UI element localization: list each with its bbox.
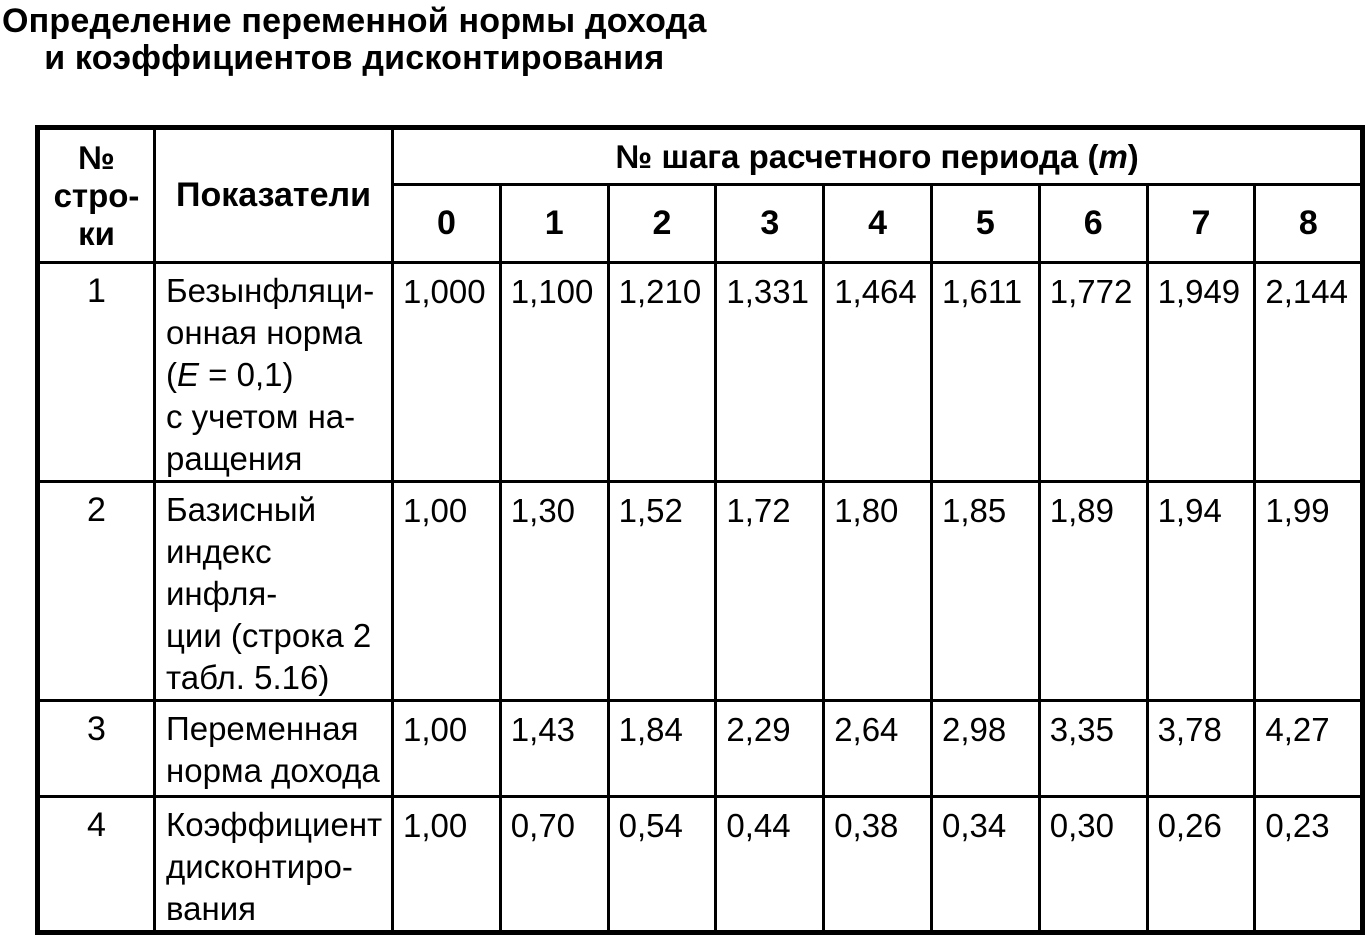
value-cell: 1,772 [1037,261,1149,483]
value-cell: 0,26 [1145,795,1257,934]
indicator-cell: Безынфляци- онная норма (E = 0,1) с учет… [153,261,394,483]
indicator-cell: Коэффициент дисконтиро- вания [153,795,394,934]
header-row-number-line-3: ки [78,214,115,252]
row-number-cell: 2 [36,480,156,702]
value-cell: 1,00 [391,699,502,798]
value-cell: 2,29 [714,699,826,798]
value-cell: 1,611 [929,261,1041,483]
discount-coefficients-table: № стро- ки Показатели № шага расчетного … [35,125,1366,935]
row-number-cell: 1 [36,261,156,483]
indicator-line: Базисный [166,491,317,528]
value-cell: 0,44 [714,795,826,934]
indicator-line: Безынфляци- [166,272,375,309]
value-cell: 0,34 [929,795,1041,934]
value-cell: 1,00 [391,480,502,702]
header-step-0: 0 [391,183,502,264]
header-row-top: № стро- ки Показатели № шага расчетного … [36,126,1365,264]
header-row-steps: 0 1 2 3 4 5 6 7 8 [38,183,1365,264]
header-step-span-prefix: № шага расчетного периода ( [615,137,1099,175]
table-row: 1 Безынфляци- онная норма (E = 0,1) с уч… [36,261,1365,483]
value-cell: 2,64 [822,699,933,798]
header-step-5: 5 [929,183,1041,264]
header-step-4: 4 [822,183,933,264]
value-cell: 1,94 [1145,480,1257,702]
header-step-span-var: m [1098,137,1128,175]
indicator-line: дисконтиро- [166,848,353,885]
indicator-line: (E = 0,1) [166,356,294,393]
value-cell: 2,144 [1253,261,1365,483]
value-cell: 4,27 [1253,699,1365,798]
value-cell: 1,52 [606,480,718,702]
page-title-line-1: Определение переменной нормы дохода [2,2,707,40]
value-cell: 1,84 [606,699,718,798]
value-cell: 1,89 [1037,480,1149,702]
value-cell: 0,38 [822,795,933,934]
value-cell: 2,98 [929,699,1041,798]
indicator-line: Переменная [166,710,359,747]
variable-e: E [177,356,200,393]
value-cell: 1,30 [498,480,610,702]
table-row: 3 Переменная норма дохода 1,00 1,43 1,84… [36,699,1365,798]
header-step-3: 3 [714,183,826,264]
header-step-2: 2 [606,183,718,264]
value-cell: 1,43 [498,699,610,798]
page-title: Определение переменной нормы дохода и ко… [2,3,707,77]
value-cell: 1,100 [498,261,610,483]
value-cell: 1,99 [1253,480,1365,702]
value-cell: 1,85 [929,480,1041,702]
table-row: 2 Базисный индекс инфля- ции (строка 2 т… [36,480,1365,702]
indicator-line: норма дохода [166,752,380,789]
value-cell: 1,72 [714,480,826,702]
value-cell: 1,00 [391,795,502,934]
value-cell: 0,30 [1037,795,1149,934]
value-cell: 1,464 [822,261,933,483]
value-cell: 3,78 [1145,699,1257,798]
header-step-span-suffix: ) [1127,137,1139,175]
value-cell: 0,23 [1253,795,1365,934]
indicator-cell: Базисный индекс инфля- ции (строка 2 таб… [153,480,394,702]
indicator-line: ращения [166,440,303,477]
row-number-cell: 3 [36,699,156,798]
indicator-line: ции (строка 2 [166,617,372,654]
header-step-6: 6 [1037,183,1149,264]
indicator-cell: Переменная норма дохода [153,699,394,798]
header-step-8: 8 [1253,183,1365,264]
indicator-line: индекс инфля- [166,533,278,612]
indicator-line: табл. 5.16) [166,659,330,696]
value-cell: 1,000 [391,261,502,483]
value-cell: 1,80 [822,480,933,702]
indicator-line: вания [166,890,257,927]
value-cell: 0,54 [606,795,718,934]
table-row: 4 Коэффициент дисконтиро- вания 1,00 0,7… [36,795,1365,934]
value-cell: 0,70 [498,795,610,934]
indicator-line: Коэффициент [166,806,383,843]
header-row-number: № стро- ки [36,126,156,264]
indicator-line: с учетом на- [166,398,356,435]
header-row-number-line-2: стро- [53,176,140,214]
header-step-1: 1 [498,183,610,264]
header-step-7: 7 [1145,183,1257,264]
value-cell: 1,331 [714,261,826,483]
header-step-span: № шага расчетного периода (m) [390,126,1365,186]
value-cell: 1,210 [606,261,718,483]
header-row-number-line-1: № [78,138,115,176]
page-title-line-2: и коэффициентов дисконтирования [44,39,665,77]
row-number-cell: 4 [36,795,156,934]
value-cell: 1,949 [1145,261,1257,483]
value-cell: 3,35 [1037,699,1149,798]
header-indicators: Показатели [153,126,394,264]
indicator-line: онная норма [166,314,363,351]
